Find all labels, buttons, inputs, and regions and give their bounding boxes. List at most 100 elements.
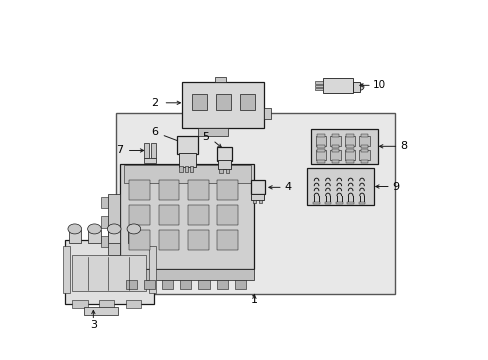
Bar xyxy=(84,307,118,315)
Bar xyxy=(187,205,208,225)
Bar xyxy=(358,202,365,204)
Bar xyxy=(315,135,326,146)
Bar xyxy=(346,134,353,137)
Bar xyxy=(331,149,339,152)
Bar xyxy=(344,135,354,146)
Bar xyxy=(63,246,70,293)
Bar xyxy=(352,82,359,92)
Bar xyxy=(149,246,156,293)
Bar xyxy=(72,255,146,291)
Bar xyxy=(346,145,353,148)
Bar xyxy=(258,199,262,203)
Circle shape xyxy=(107,224,121,234)
Bar xyxy=(123,165,250,183)
Bar xyxy=(360,145,367,148)
Bar xyxy=(143,143,148,158)
Bar xyxy=(88,230,101,243)
Text: 2: 2 xyxy=(150,98,158,108)
Text: 6: 6 xyxy=(150,127,158,137)
Bar xyxy=(184,166,188,172)
Bar xyxy=(129,180,150,200)
Bar xyxy=(307,168,373,205)
Bar xyxy=(158,180,179,200)
Bar xyxy=(187,230,208,250)
Bar xyxy=(189,166,193,172)
Bar xyxy=(314,88,323,90)
Bar xyxy=(129,205,150,225)
Bar xyxy=(215,94,230,110)
Bar xyxy=(162,280,173,288)
Bar xyxy=(317,160,324,163)
Bar xyxy=(151,143,156,158)
Bar xyxy=(252,199,255,203)
Bar xyxy=(214,77,225,82)
Bar xyxy=(331,145,339,148)
Bar xyxy=(143,158,156,163)
Circle shape xyxy=(87,224,101,234)
Bar xyxy=(314,85,323,87)
Bar xyxy=(127,230,140,243)
Bar xyxy=(176,136,197,154)
Bar xyxy=(179,166,183,172)
Bar xyxy=(324,202,331,204)
Bar xyxy=(178,153,195,167)
Bar xyxy=(216,147,232,161)
Bar xyxy=(346,202,353,204)
Bar xyxy=(72,300,87,308)
Bar xyxy=(197,128,227,135)
Bar xyxy=(125,300,141,308)
Text: 7: 7 xyxy=(116,145,122,156)
Bar xyxy=(101,197,108,208)
Circle shape xyxy=(354,84,363,90)
Bar xyxy=(182,82,264,128)
Bar xyxy=(311,129,377,164)
Text: 4: 4 xyxy=(284,183,291,192)
Bar xyxy=(225,169,229,174)
Bar xyxy=(99,300,114,308)
Bar xyxy=(312,202,319,204)
Bar xyxy=(358,150,369,161)
Text: 9: 9 xyxy=(392,181,399,192)
Bar xyxy=(191,94,206,110)
Bar xyxy=(219,169,223,174)
Bar xyxy=(129,230,150,250)
Bar xyxy=(180,280,191,288)
Bar xyxy=(331,160,339,163)
Bar xyxy=(331,134,339,137)
Bar xyxy=(187,180,208,200)
Bar xyxy=(217,161,230,169)
Bar xyxy=(329,150,340,161)
Bar xyxy=(264,108,270,120)
Bar xyxy=(101,216,108,228)
Bar xyxy=(217,180,237,200)
Bar xyxy=(250,180,264,194)
Bar xyxy=(360,149,367,152)
Bar xyxy=(65,240,154,304)
Bar xyxy=(158,230,179,250)
Bar xyxy=(360,134,367,137)
Text: 1: 1 xyxy=(250,296,257,305)
Bar xyxy=(216,280,227,288)
Bar xyxy=(217,205,237,225)
Bar xyxy=(322,78,352,93)
Bar xyxy=(251,194,264,200)
Text: 5: 5 xyxy=(202,132,208,143)
Circle shape xyxy=(127,224,141,234)
Bar xyxy=(317,149,324,152)
Circle shape xyxy=(68,224,81,234)
Bar xyxy=(344,150,354,161)
Bar xyxy=(108,230,120,243)
Bar xyxy=(346,160,353,163)
Bar xyxy=(239,94,254,110)
Bar xyxy=(314,81,323,84)
Bar xyxy=(116,112,394,294)
Bar xyxy=(315,150,326,161)
Bar xyxy=(158,205,179,225)
Bar xyxy=(108,194,120,255)
Bar xyxy=(234,280,245,288)
Text: 3: 3 xyxy=(90,320,97,329)
Bar xyxy=(217,230,237,250)
Text: 8: 8 xyxy=(400,141,407,151)
Bar xyxy=(68,230,81,243)
Bar xyxy=(120,269,254,280)
